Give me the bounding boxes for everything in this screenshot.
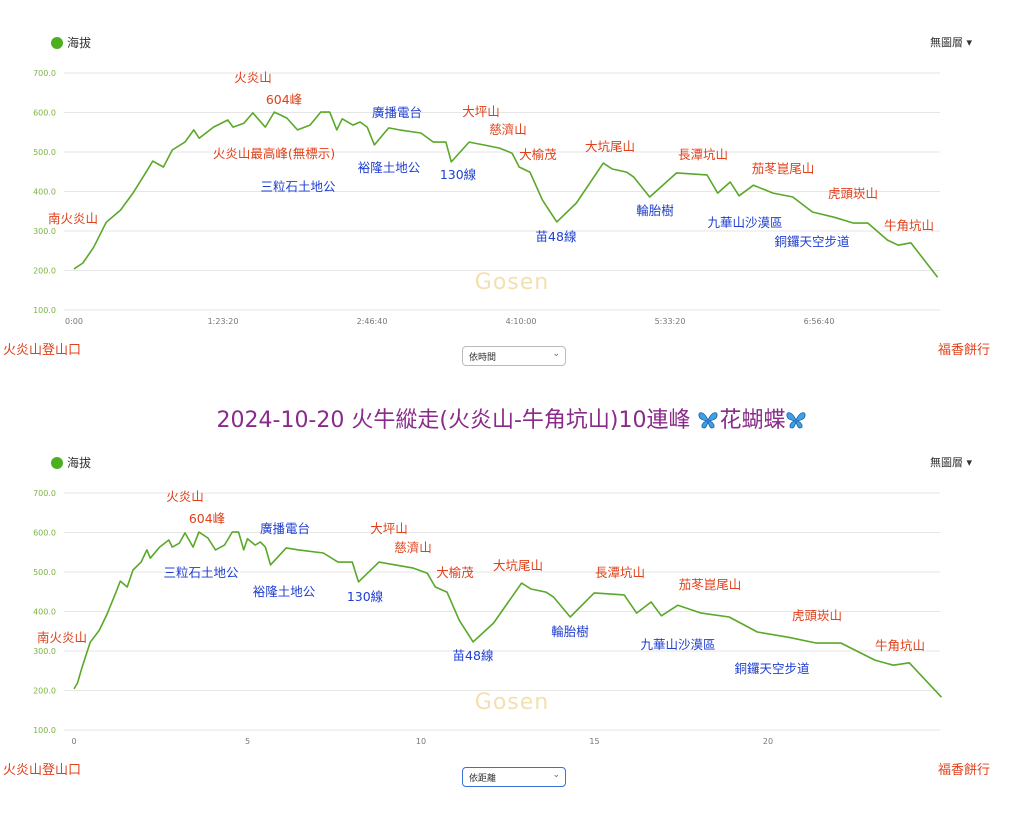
y-tick-label: 500.0 [33, 568, 56, 577]
x-tick-label: 2:46:40 [357, 317, 388, 326]
waypoint-label[interactable]: 牛角坑山 [883, 218, 935, 233]
legend[interactable]: 海拔 [51, 454, 91, 471]
waypoint-label[interactable]: 裕隆土地公 [252, 584, 316, 599]
waypoint-label[interactable]: 大坪山 [370, 521, 408, 536]
waypoint-label[interactable]: 銅鑼天空步道 [774, 234, 850, 249]
chevron-down-icon: ⌄ [552, 770, 560, 780]
select-value: 依距離 [469, 774, 497, 784]
waypoint-label[interactable]: 長潭坑山 [677, 147, 729, 162]
x-tick-label: 15 [589, 737, 599, 746]
y-tick-label: 600.0 [33, 109, 56, 118]
waypoint-label[interactable]: 604峰 [188, 511, 226, 526]
y-tick-label: 600.0 [33, 529, 56, 538]
waypoint-label[interactable]: 虎頭崁山 [827, 186, 879, 201]
x-tick-label: 1:23:20 [208, 317, 239, 326]
butterfly-icon [699, 412, 718, 429]
page-title: 2024-10-20 火牛縱走(火炎山-牛角坑山)10連峰 花蝴蝶 [0, 402, 1024, 434]
y-tick-label: 500.0 [33, 148, 56, 157]
waypoint-label[interactable]: 廣播電台 [371, 105, 423, 120]
waypoint-label[interactable]: 虎頭崁山 [791, 608, 843, 623]
chart-plot: 100.0 200.0 300.0 400.0 500.0 600.0 700.0 0:00 1… [33, 69, 940, 326]
select-value: 依時間 [469, 353, 497, 363]
waypoint-label[interactable]: 慈濟山 [394, 540, 432, 555]
chevron-down-icon: ⌄ [552, 349, 560, 359]
title-text: 2024-10-20 火牛縱走(火炎山-牛角坑山)10連峰 [216, 408, 698, 433]
y-tick-label: 100.0 [33, 726, 56, 735]
waypoint-label[interactable]: 廣播電台 [259, 521, 311, 536]
x-tick-label: 5 [245, 737, 250, 746]
end-label: 福香餅行 [938, 763, 991, 778]
waypoint-label[interactable]: 大坪山 [462, 104, 500, 119]
waypoint-label[interactable]: 九華山沙漠區 [640, 637, 716, 652]
x-tick-label: 6:56:40 [804, 317, 835, 326]
x-tick-label: 5:33:20 [655, 317, 686, 326]
y-tick-label: 400.0 [33, 188, 56, 197]
waypoint-label[interactable]: 三粒石土地公 [163, 565, 239, 580]
x-tick-label: 0:00 [65, 317, 83, 326]
waypoint-label[interactable]: 大坑尾山 [492, 558, 544, 573]
waypoint-label[interactable]: 茄苳崑尾山 [751, 161, 815, 176]
waypoint-label[interactable]: 130線 [439, 167, 477, 182]
x-axis-mode-select[interactable]: 依距離 ⌄ [462, 767, 566, 787]
watermark: Gosen [474, 270, 550, 295]
y-tick-label: 300.0 [33, 227, 56, 236]
waypoint-label[interactable]: 火炎山 [166, 489, 204, 504]
y-tick-label: 300.0 [33, 647, 56, 656]
y-tick-label: 200.0 [33, 687, 56, 696]
waypoint-label[interactable]: 九華山沙漠區 [707, 215, 783, 230]
legend-label: 海拔 [67, 36, 92, 50]
legend-label: 海拔 [67, 456, 92, 470]
y-tick-label: 200.0 [33, 267, 56, 276]
waypoint-label[interactable]: 裕隆土地公 [357, 160, 421, 175]
elevation-chart-distance: 100.0 200.0 300.0 400.0 500.0 600.0 700.0 0 5 10 1… [0, 420, 1024, 840]
start-label: 火炎山登山口 [3, 343, 82, 358]
waypoint-label[interactable]: 南火炎山 [36, 630, 88, 645]
waypoint-label[interactable]: 大榆茂 [436, 565, 474, 580]
layers-dropdown[interactable]: 無圖層 ▾ [930, 36, 973, 49]
layers-dropdown[interactable]: 無圖層 ▾ [930, 456, 973, 469]
waypoint-label[interactable]: 慈濟山 [489, 122, 527, 137]
waypoint-label[interactable]: 火炎山最高峰(無標示) [212, 146, 336, 161]
waypoint-label[interactable]: 大坑尾山 [584, 139, 636, 154]
waypoint-label[interactable]: 苗48線 [452, 648, 494, 663]
waypoint-label[interactable]: 南火炎山 [47, 211, 99, 226]
legend[interactable]: 海拔 [51, 34, 91, 51]
waypoint-label[interactable]: 130線 [346, 589, 384, 604]
x-tick-label: 10 [416, 737, 426, 746]
x-tick-label: 4:10:00 [506, 317, 537, 326]
chart-plot: 100.0 200.0 300.0 400.0 500.0 600.0 700.0 0 5 10 1… [33, 489, 943, 746]
waypoint-label[interactable]: 長潭坑山 [594, 565, 646, 580]
series-dot-icon [51, 36, 63, 49]
series-dot-icon [51, 456, 63, 469]
title-suffix: 花蝴蝶 [719, 408, 786, 433]
waypoint-label[interactable]: 牛角坑山 [874, 638, 926, 653]
waypoint-label[interactable]: 輪胎樹 [636, 203, 674, 218]
waypoint-label[interactable]: 輪胎樹 [551, 624, 589, 639]
elevation-series-line [73, 111, 939, 278]
x-axis-mode-select[interactable]: 依時間 ⌄ [462, 346, 566, 366]
y-tick-label: 400.0 [33, 608, 56, 617]
elevation-chart-time: 100.0 200.0 300.0 400.0 500.0 600.0 700.0 0:00 1… [3, 34, 991, 366]
elevation-series-line [73, 531, 943, 698]
butterfly-icon [787, 412, 806, 429]
start-label: 火炎山登山口 [3, 763, 82, 778]
y-tick-label: 700.0 [33, 69, 56, 78]
x-tick-label: 0 [71, 737, 76, 746]
waypoint-label[interactable]: 火炎山 [234, 70, 272, 85]
waypoint-label[interactable]: 三粒石土地公 [260, 179, 336, 194]
waypoint-label[interactable]: 苗48線 [535, 229, 577, 244]
waypoint-label[interactable]: 茄苳崑尾山 [678, 577, 742, 592]
y-tick-label: 700.0 [33, 489, 56, 498]
watermark: Gosen [474, 690, 550, 715]
waypoint-label[interactable]: 604峰 [265, 92, 303, 107]
x-tick-label: 20 [763, 737, 773, 746]
waypoint-label[interactable]: 大榆茂 [519, 147, 557, 162]
waypoint-label[interactable]: 銅鑼天空步道 [734, 661, 810, 676]
y-tick-label: 100.0 [33, 306, 56, 315]
end-label: 福香餅行 [938, 343, 991, 358]
